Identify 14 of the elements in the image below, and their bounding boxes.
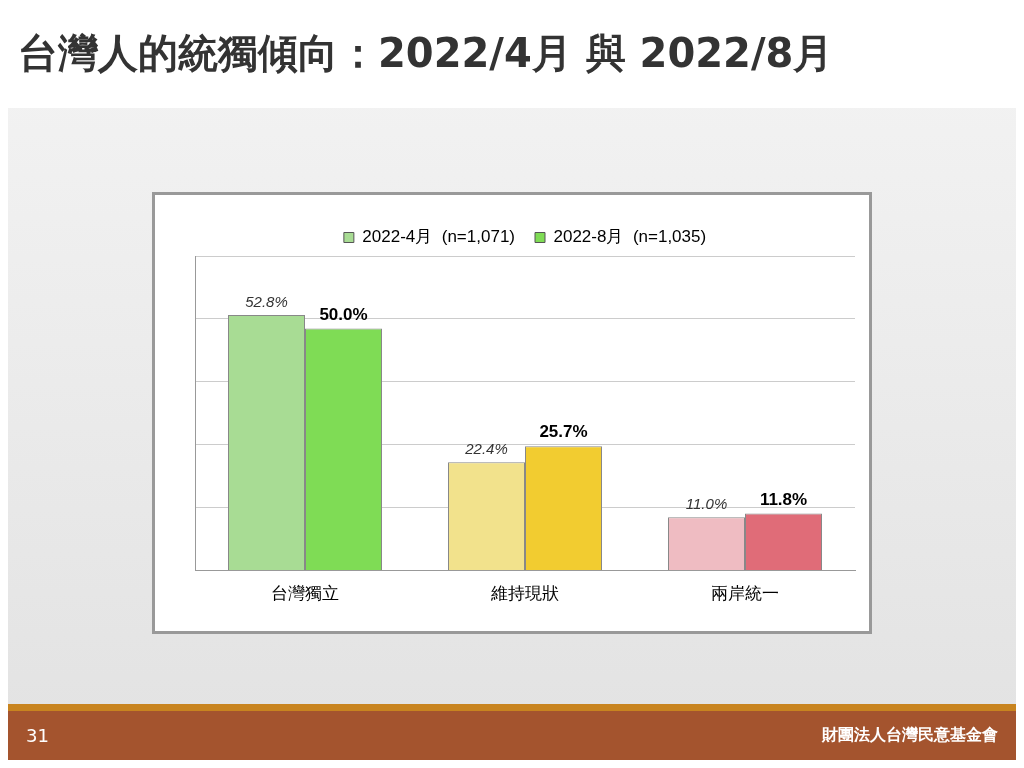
x-tick-label: 台灣獨立 <box>271 583 339 604</box>
data-label: 22.4% <box>464 439 508 457</box>
data-label: 11.8% <box>759 489 808 509</box>
data-label: 25.7% <box>539 422 588 442</box>
chart-title: 台灣人的統獨傾向：2022/4月 與 2022/8月 <box>18 29 835 78</box>
x-tick-label: 維持現狀 <box>490 583 559 604</box>
legend-label: 2022-8月 (n=1,035) <box>553 227 707 247</box>
text: 財團法人台灣民意基金會 <box>822 725 998 746</box>
text: 31 <box>26 725 49 746</box>
data-label: 50.0% <box>319 304 368 324</box>
data-label: 52.8% <box>245 292 288 310</box>
x-tick-label: 兩岸統一 <box>711 583 779 604</box>
data-label: 11.0% <box>685 495 728 513</box>
legend-label: 2022-4月 (n=1,071) <box>362 227 516 247</box>
